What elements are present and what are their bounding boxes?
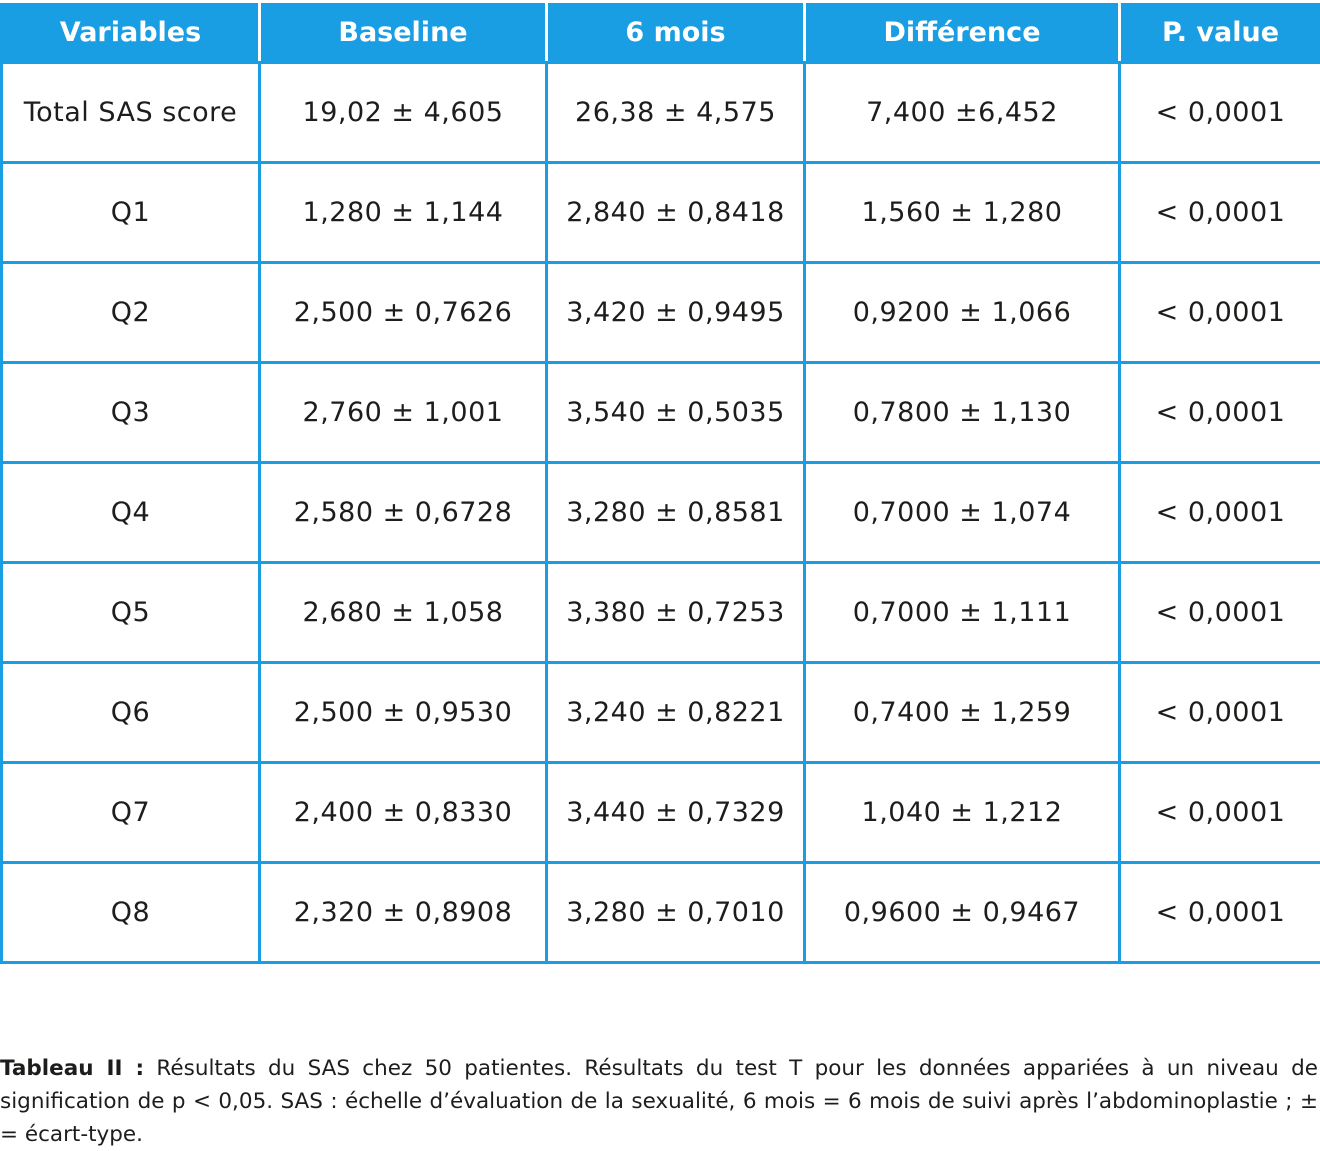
header-6-mois: 6 mois: [547, 3, 805, 63]
cell-variable: Q4: [2, 463, 260, 563]
cell-baseline: 2,500 ± 0,9530: [260, 663, 547, 763]
table-row: Q3 2,760 ± 1,001 3,540 ± 0,5035 0,7800 ±…: [2, 363, 1320, 463]
cell-baseline: 2,500 ± 0,7626: [260, 263, 547, 363]
cell-difference: 0,7000 ± 1,111: [805, 563, 1120, 663]
cell-baseline: 1,280 ± 1,144: [260, 163, 547, 263]
cell-6-mois: 3,380 ± 0,7253: [547, 563, 805, 663]
cell-difference: 1,040 ± 1,212: [805, 763, 1120, 863]
cell-p-value: < 0,0001: [1120, 263, 1320, 363]
cell-baseline: 2,320 ± 0,8908: [260, 863, 547, 963]
caption-label: Tableau II :: [0, 1056, 144, 1081]
cell-6-mois: 3,440 ± 0,7329: [547, 763, 805, 863]
header-difference: Différence: [805, 3, 1120, 63]
cell-6-mois: 2,840 ± 0,8418: [547, 163, 805, 263]
table-header: Variables Baseline 6 mois Différence P. …: [2, 3, 1320, 63]
cell-variable: Q3: [2, 363, 260, 463]
cell-6-mois: 26,38 ± 4,575: [547, 63, 805, 163]
cell-p-value: < 0,0001: [1120, 463, 1320, 563]
cell-baseline: 2,580 ± 0,6728: [260, 463, 547, 563]
cell-variable: Q1: [2, 163, 260, 263]
table-row: Total SAS score 19,02 ± 4,605 26,38 ± 4,…: [2, 63, 1320, 163]
cell-difference: 0,7400 ± 1,259: [805, 663, 1120, 763]
cell-6-mois: 3,280 ± 0,7010: [547, 863, 805, 963]
cell-baseline: 2,760 ± 1,001: [260, 363, 547, 463]
header-p-value: P. value: [1120, 3, 1320, 63]
cell-p-value: < 0,0001: [1120, 63, 1320, 163]
results-table-container: Variables Baseline 6 mois Différence P. …: [0, 3, 1320, 964]
cell-p-value: < 0,0001: [1120, 863, 1320, 963]
table-row: Q2 2,500 ± 0,7626 3,420 ± 0,9495 0,9200 …: [2, 263, 1320, 363]
cell-6-mois: 3,540 ± 0,5035: [547, 363, 805, 463]
table-body: Total SAS score 19,02 ± 4,605 26,38 ± 4,…: [2, 63, 1320, 963]
table-row: Q4 2,580 ± 0,6728 3,280 ± 0,8581 0,7000 …: [2, 463, 1320, 563]
cell-difference: 1,560 ± 1,280: [805, 163, 1120, 263]
cell-6-mois: 3,420 ± 0,9495: [547, 263, 805, 363]
cell-difference: 0,7800 ± 1,130: [805, 363, 1120, 463]
cell-baseline: 2,400 ± 0,8330: [260, 763, 547, 863]
header-baseline: Baseline: [260, 3, 547, 63]
header-variables: Variables: [2, 3, 260, 63]
table-caption: Tableau II : Résultats du SAS chez 50 pa…: [0, 1052, 1318, 1151]
cell-baseline: 19,02 ± 4,605: [260, 63, 547, 163]
header-row: Variables Baseline 6 mois Différence P. …: [2, 3, 1320, 63]
cell-variable: Total SAS score: [2, 63, 260, 163]
table-row: Q1 1,280 ± 1,144 2,840 ± 0,8418 1,560 ± …: [2, 163, 1320, 263]
sas-results-table: Variables Baseline 6 mois Différence P. …: [0, 3, 1320, 964]
cell-variable: Q6: [2, 663, 260, 763]
cell-p-value: < 0,0001: [1120, 363, 1320, 463]
cell-difference: 0,9600 ± 0,9467: [805, 863, 1120, 963]
cell-p-value: < 0,0001: [1120, 563, 1320, 663]
table-row: Q6 2,500 ± 0,9530 3,240 ± 0,8221 0,7400 …: [2, 663, 1320, 763]
cell-difference: 7,400 ±6,452: [805, 63, 1120, 163]
caption-text: Résultats du SAS chez 50 patientes. Résu…: [0, 1056, 1318, 1147]
cell-6-mois: 3,240 ± 0,8221: [547, 663, 805, 763]
cell-variable: Q5: [2, 563, 260, 663]
table-row: Q7 2,400 ± 0,8330 3,440 ± 0,7329 1,040 ±…: [2, 763, 1320, 863]
cell-6-mois: 3,280 ± 0,8581: [547, 463, 805, 563]
cell-p-value: < 0,0001: [1120, 663, 1320, 763]
cell-variable: Q8: [2, 863, 260, 963]
cell-p-value: < 0,0001: [1120, 763, 1320, 863]
cell-variable: Q7: [2, 763, 260, 863]
cell-p-value: < 0,0001: [1120, 163, 1320, 263]
table-row: Q5 2,680 ± 1,058 3,380 ± 0,7253 0,7000 ±…: [2, 563, 1320, 663]
cell-baseline: 2,680 ± 1,058: [260, 563, 547, 663]
table-row: Q8 2,320 ± 0,8908 3,280 ± 0,7010 0,9600 …: [2, 863, 1320, 963]
cell-difference: 0,9200 ± 1,066: [805, 263, 1120, 363]
cell-variable: Q2: [2, 263, 260, 363]
cell-difference: 0,7000 ± 1,074: [805, 463, 1120, 563]
